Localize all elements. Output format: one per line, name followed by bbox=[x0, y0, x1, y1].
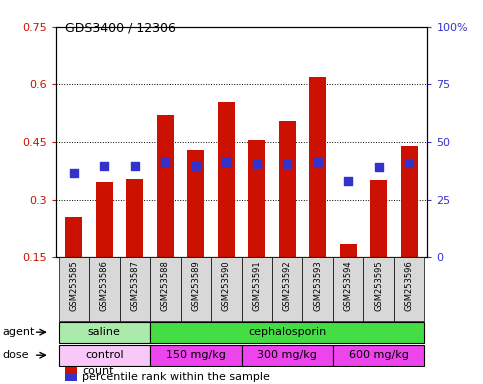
Point bbox=[284, 161, 291, 167]
Text: GSM253586: GSM253586 bbox=[100, 260, 109, 311]
Text: GSM253587: GSM253587 bbox=[130, 260, 139, 311]
Text: GDS3400 / 12306: GDS3400 / 12306 bbox=[65, 21, 176, 34]
Bar bbox=[66, 217, 82, 257]
Bar bbox=[127, 179, 143, 257]
Text: cephalosporin: cephalosporin bbox=[248, 327, 327, 337]
Bar bbox=[187, 150, 204, 257]
Bar bbox=[242, 345, 333, 366]
Bar bbox=[96, 182, 113, 257]
Text: percentile rank within the sample: percentile rank within the sample bbox=[82, 372, 270, 382]
Bar bbox=[218, 102, 235, 257]
Text: 150 mg/kg: 150 mg/kg bbox=[166, 350, 226, 360]
Bar bbox=[333, 257, 363, 321]
Text: control: control bbox=[85, 350, 124, 360]
Point bbox=[375, 164, 383, 170]
Text: count: count bbox=[82, 366, 114, 376]
Bar bbox=[363, 257, 394, 321]
Bar bbox=[150, 345, 242, 366]
Point bbox=[161, 159, 169, 165]
Text: GSM253592: GSM253592 bbox=[283, 260, 292, 311]
Bar bbox=[65, 367, 77, 374]
Text: GSM253589: GSM253589 bbox=[191, 260, 200, 311]
Bar bbox=[394, 257, 425, 321]
Point bbox=[192, 163, 199, 169]
Bar bbox=[279, 121, 296, 257]
Point bbox=[253, 161, 261, 167]
Bar bbox=[58, 257, 89, 321]
Bar bbox=[370, 180, 387, 257]
Text: 300 mg/kg: 300 mg/kg bbox=[257, 350, 317, 360]
Text: 600 mg/kg: 600 mg/kg bbox=[349, 350, 409, 360]
Bar bbox=[150, 257, 181, 321]
Point bbox=[344, 178, 352, 184]
Bar bbox=[242, 257, 272, 321]
Bar bbox=[120, 257, 150, 321]
Point bbox=[314, 159, 322, 165]
Text: GSM253590: GSM253590 bbox=[222, 260, 231, 311]
Bar bbox=[89, 257, 120, 321]
Bar bbox=[401, 146, 417, 257]
Text: GSM253596: GSM253596 bbox=[405, 260, 413, 311]
Point bbox=[222, 159, 230, 165]
Bar bbox=[272, 257, 302, 321]
Bar bbox=[58, 345, 150, 366]
Bar bbox=[340, 244, 356, 257]
Text: GSM253593: GSM253593 bbox=[313, 260, 322, 311]
Text: GSM253591: GSM253591 bbox=[252, 260, 261, 311]
Point bbox=[100, 163, 108, 169]
Bar bbox=[157, 115, 174, 257]
Text: saline: saline bbox=[88, 327, 121, 337]
Bar bbox=[333, 345, 425, 366]
Text: dose: dose bbox=[2, 350, 29, 360]
Bar bbox=[302, 257, 333, 321]
Text: GSM253595: GSM253595 bbox=[374, 260, 383, 311]
Bar bbox=[211, 257, 242, 321]
Text: GSM253588: GSM253588 bbox=[161, 260, 170, 311]
Text: GSM253594: GSM253594 bbox=[344, 260, 353, 311]
Bar bbox=[248, 140, 265, 257]
Text: GSM253585: GSM253585 bbox=[70, 260, 78, 311]
Bar bbox=[58, 322, 150, 343]
Bar bbox=[150, 322, 425, 343]
Bar bbox=[181, 257, 211, 321]
Bar bbox=[309, 77, 326, 257]
Point bbox=[405, 160, 413, 166]
Bar bbox=[65, 374, 77, 381]
Point bbox=[131, 163, 139, 169]
Text: agent: agent bbox=[2, 327, 35, 337]
Point bbox=[70, 170, 78, 176]
